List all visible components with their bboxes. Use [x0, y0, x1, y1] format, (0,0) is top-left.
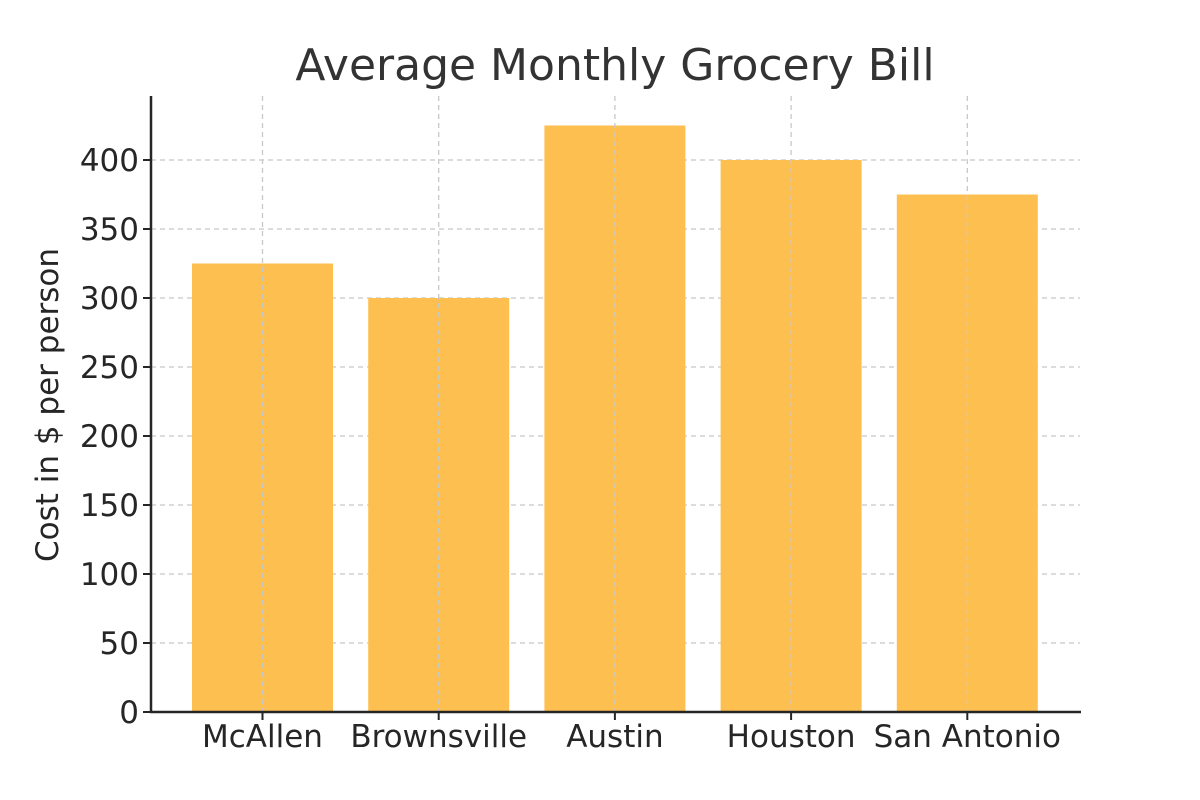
y-ticks: 0 50 100 150 200 250 300 350 400 — [80, 143, 151, 731]
y-tick-label: 0 — [119, 695, 139, 731]
y-tick-label: 300 — [80, 281, 139, 317]
y-tick-label: 200 — [80, 419, 139, 455]
y-tick-label: 250 — [80, 350, 139, 386]
vertical-gridlines — [261, 96, 968, 712]
y-tick-label: 150 — [80, 488, 139, 524]
y-tick-label: 100 — [80, 557, 139, 593]
bar-san-antonio — [896, 194, 1038, 712]
x-ticks: McAllen Brownsville Austin Houston San Anton… — [202, 712, 1061, 755]
y-axis-label: Cost in $ per person — [30, 248, 66, 562]
chart-title: Average Monthly Grocery Bill — [295, 40, 934, 91]
x-tick-label: San Antonio — [874, 719, 1061, 755]
x-tick-label: McAllen — [202, 719, 323, 755]
x-tick-label: Austin — [566, 719, 663, 755]
x-tick-label: Brownsville — [350, 719, 527, 755]
y-tick-label: 400 — [80, 143, 139, 179]
y-tick-label: 350 — [80, 212, 139, 248]
y-tick-label: 50 — [100, 626, 139, 662]
x-tick-label: Houston — [727, 719, 856, 755]
